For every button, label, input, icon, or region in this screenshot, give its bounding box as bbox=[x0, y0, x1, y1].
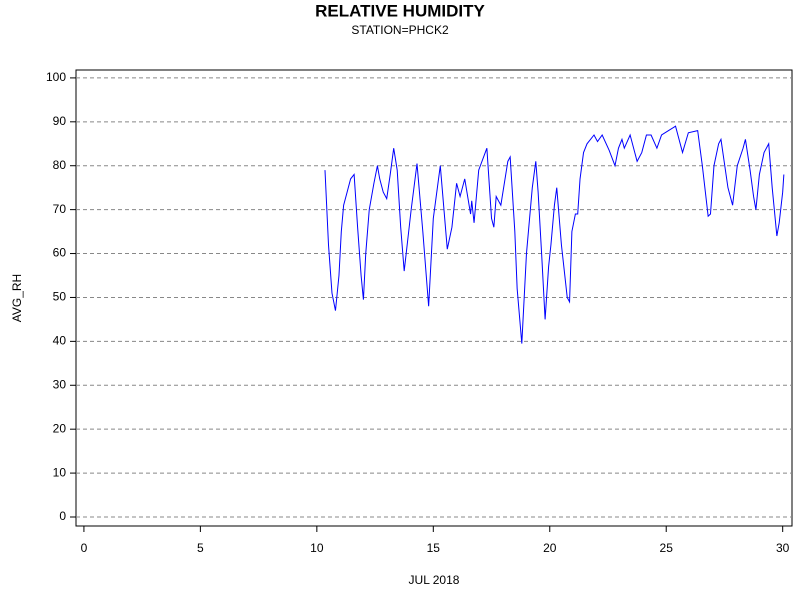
chart-title: RELATIVE HUMIDITY bbox=[315, 1, 485, 20]
x-tick-label: 10 bbox=[310, 541, 324, 555]
y-tick-label: 80 bbox=[53, 158, 67, 172]
data-line bbox=[324, 125, 785, 344]
y-tick-label: 60 bbox=[53, 246, 67, 260]
x-axis-label: JUL 2018 bbox=[409, 573, 460, 587]
x-tick-label: 30 bbox=[776, 541, 790, 555]
chart-subtitle: STATION=PHCK2 bbox=[351, 23, 449, 37]
plot-frame bbox=[75, 69, 793, 527]
x-tick-label: 15 bbox=[427, 541, 441, 555]
y-tick-label: 100 bbox=[46, 70, 66, 84]
y-axis-label: AVG_RH bbox=[10, 274, 24, 322]
x-tick-label: 25 bbox=[660, 541, 674, 555]
y-tick-label: 10 bbox=[53, 465, 67, 479]
x-tick-label: 5 bbox=[197, 541, 204, 555]
y-tick-label: 30 bbox=[53, 377, 67, 391]
y-tick-label: 0 bbox=[59, 509, 66, 523]
y-tick-label: 40 bbox=[53, 334, 67, 348]
y-tick-label: 70 bbox=[53, 202, 67, 216]
y-tick-label: 90 bbox=[53, 114, 67, 128]
x-tick-label: 0 bbox=[81, 541, 88, 555]
y-tick-label: 20 bbox=[53, 421, 67, 435]
y-tick-label: 50 bbox=[53, 290, 67, 304]
x-tick-label: 20 bbox=[543, 541, 557, 555]
